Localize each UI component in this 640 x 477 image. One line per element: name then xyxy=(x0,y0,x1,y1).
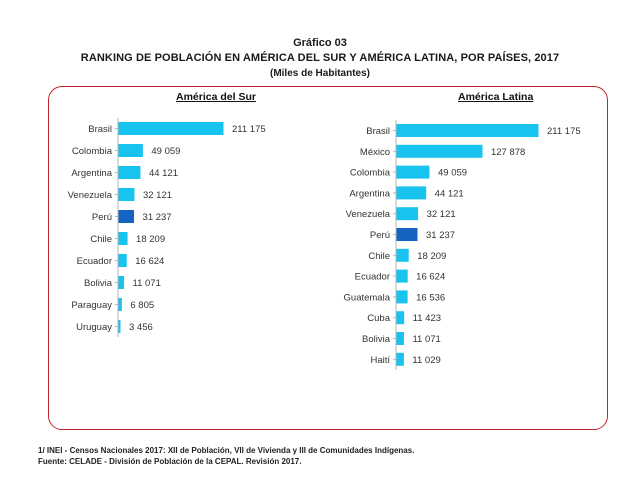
sa-uruguay-bar xyxy=(118,320,121,333)
la-venezuela-label: Venezuela xyxy=(346,209,391,220)
sa-bolivia-value-label: 11 071 xyxy=(133,278,161,289)
la-brasil-bar xyxy=(396,124,539,137)
sa-ecuador-bar xyxy=(118,254,127,267)
la-cuba-label: Cuba xyxy=(367,313,390,324)
la-chile-value-label: 18 209 xyxy=(417,251,446,262)
sa-argentina-bar xyxy=(118,166,141,179)
la-bolivia-label: Bolivia xyxy=(362,334,391,345)
chart-title: RANKING DE POBLACIÓN EN AMÉRICA DEL SUR … xyxy=(80,52,560,64)
sa-chile-value-label: 18 209 xyxy=(136,234,165,245)
sa-venezuela-value-label: 32 121 xyxy=(143,190,172,201)
la-colombia-bar xyxy=(396,165,430,179)
la-haiti-value-label: 11 029 xyxy=(412,355,440,366)
la-haiti-label: Haití xyxy=(370,355,390,366)
la-colombia-value-label: 49 059 xyxy=(438,168,467,179)
sa-brasil-value-label: 211 175 xyxy=(232,124,266,135)
sa-argentina-value-label: 44 121 xyxy=(149,168,178,179)
chart-units: (Miles de Habitantes) xyxy=(269,68,371,79)
figure-label: Gráfico 03 xyxy=(293,37,347,49)
la-colombia-label: Colombia xyxy=(350,168,391,179)
chart-frame xyxy=(48,86,608,430)
la-bolivia-bar xyxy=(396,332,404,345)
la-guatemala-label: Guatemala xyxy=(344,292,391,303)
sa-bolivia-bar xyxy=(118,276,125,289)
sa-venezuela-bar xyxy=(118,188,135,201)
la-cuba-bar xyxy=(396,311,405,325)
la-argentina-bar xyxy=(396,186,427,200)
sa-brasil-bar xyxy=(118,122,224,135)
sa-paraguay-bar xyxy=(118,298,122,311)
la-ecuador-label: Ecuador xyxy=(355,272,390,283)
la-peru-bar xyxy=(396,228,418,241)
sa-colombia-label: Colombia xyxy=(72,146,113,157)
la-chile-label: Chile xyxy=(368,251,390,262)
la-brasil-value-label: 211 175 xyxy=(547,126,581,137)
sa-chile-bar xyxy=(118,232,128,245)
la-cuba-value-label: 11 423 xyxy=(413,313,441,324)
sa-ecuador-value-label: 16 624 xyxy=(135,256,164,267)
sa-peru-value-label: 31 237 xyxy=(143,212,172,223)
la-peru-label: Perú xyxy=(370,230,390,241)
sa-paraguay-label: Paraguay xyxy=(71,300,112,311)
la-mexico-label: México xyxy=(360,147,390,158)
la-ecuador-bar xyxy=(396,269,408,283)
footnote-source: Fuente: CELADE - División de Población d… xyxy=(38,457,302,466)
sa-uruguay-value-label: 3 456 xyxy=(129,322,153,333)
sa-peru-label: Perú xyxy=(92,212,112,223)
la-guatemala-bar xyxy=(396,290,408,304)
la-bolivia-value-label: 11 071 xyxy=(412,334,440,345)
la-venezuela-value-label: 32 121 xyxy=(427,209,456,220)
sa-bolivia-label: Bolivia xyxy=(84,278,113,289)
la-mexico-value-label: 127 878 xyxy=(491,147,525,158)
la-guatemala-value-label: 16 536 xyxy=(416,292,445,303)
la-haiti-bar xyxy=(396,352,404,366)
sa-ecuador-label: Ecuador xyxy=(77,256,112,267)
footnote-census: 1/ INEI - Censos Nacionales 2017: XII de… xyxy=(38,446,415,455)
sa-colombia-bar xyxy=(118,144,143,157)
sa-chile-label: Chile xyxy=(90,234,112,245)
la-venezuela-bar xyxy=(396,207,419,221)
sa-paraguay-value-label: 6 805 xyxy=(130,300,154,311)
sa-colombia-value-label: 49 059 xyxy=(151,146,180,157)
la-peru-value-label: 31 237 xyxy=(426,230,455,241)
la-argentina-value-label: 44 121 xyxy=(435,188,464,199)
la-chile-bar xyxy=(396,248,409,262)
south-america-chart-title: América del Sur xyxy=(176,91,256,103)
sa-argentina-label: Argentina xyxy=(71,168,112,179)
la-brasil-label: Brasil xyxy=(366,126,390,137)
sa-venezuela-label: Venezuela xyxy=(68,190,113,201)
sa-brasil-label: Brasil xyxy=(88,124,112,135)
sa-uruguay-label: Uruguay xyxy=(76,322,112,333)
sa-peru-bar xyxy=(118,210,135,223)
la-mexico-bar xyxy=(396,144,483,158)
la-ecuador-value-label: 16 624 xyxy=(416,272,445,283)
latin-america-chart-title: América Latina xyxy=(458,91,534,103)
la-argentina-label: Argentina xyxy=(349,188,390,199)
